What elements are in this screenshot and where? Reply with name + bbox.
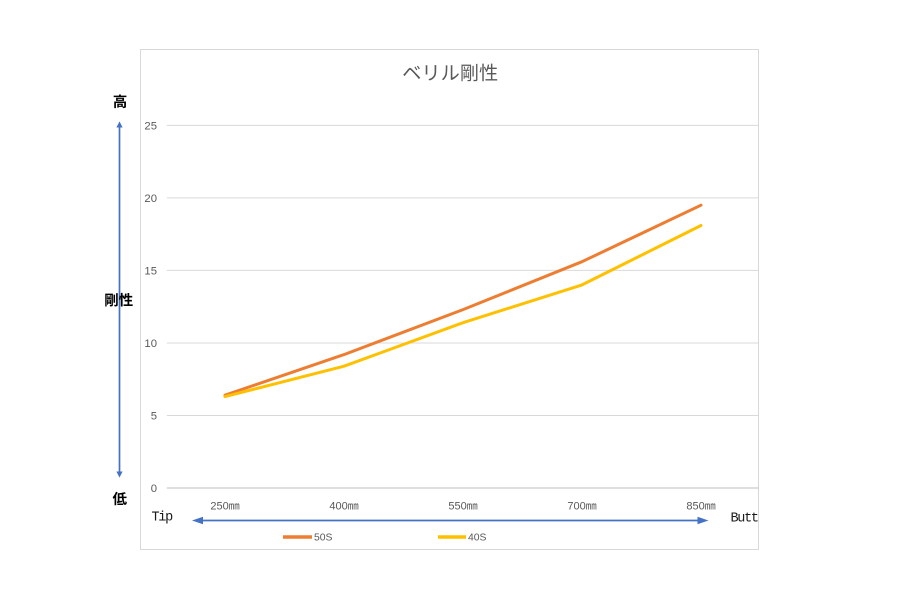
svg-text:Butt: Butt (731, 512, 758, 527)
svg-text:40S: 40S (468, 533, 487, 544)
svg-text:250: 250 (210, 501, 228, 513)
svg-text:0: 0 (151, 483, 157, 495)
svg-text:10: 10 (144, 338, 157, 350)
svg-text:550: 550 (448, 501, 466, 513)
svg-text:20: 20 (144, 193, 157, 205)
svg-text:Tip: Tip (152, 511, 174, 526)
svg-text:50S: 50S (314, 533, 333, 544)
svg-text:25: 25 (144, 120, 157, 132)
svg-text:700: 700 (567, 501, 585, 513)
svg-text:400: 400 (329, 501, 347, 513)
svg-text:5: 5 (151, 411, 157, 423)
svg-text:850: 850 (686, 501, 704, 513)
svg-text:15: 15 (144, 265, 157, 277)
